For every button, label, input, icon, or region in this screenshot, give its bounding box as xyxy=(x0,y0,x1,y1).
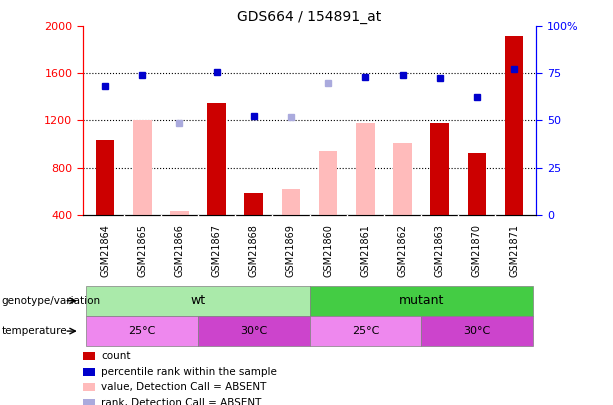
Bar xyxy=(430,123,449,215)
Text: mutant: mutant xyxy=(398,294,444,307)
Text: GSM21860: GSM21860 xyxy=(323,224,333,277)
Bar xyxy=(319,151,337,215)
Text: GSM21861: GSM21861 xyxy=(360,224,370,277)
Bar xyxy=(310,316,421,346)
Bar xyxy=(245,194,263,215)
Text: 30°C: 30°C xyxy=(240,326,267,336)
Bar xyxy=(282,189,300,215)
Bar xyxy=(96,141,115,215)
Text: wt: wt xyxy=(191,294,205,307)
Text: GSM21868: GSM21868 xyxy=(249,224,259,277)
Bar xyxy=(198,316,310,346)
Text: GSM21867: GSM21867 xyxy=(211,224,222,277)
Text: 30°C: 30°C xyxy=(463,326,490,336)
Text: value, Detection Call = ABSENT: value, Detection Call = ABSENT xyxy=(101,382,267,392)
Bar xyxy=(356,123,375,215)
Bar xyxy=(504,36,524,215)
Text: GSM21871: GSM21871 xyxy=(509,224,519,277)
Text: GSM21864: GSM21864 xyxy=(100,224,110,277)
Bar xyxy=(133,120,151,215)
Bar xyxy=(86,316,198,346)
Text: percentile rank within the sample: percentile rank within the sample xyxy=(101,367,277,377)
Text: 25°C: 25°C xyxy=(129,326,156,336)
Bar xyxy=(310,286,533,316)
Text: GSM21862: GSM21862 xyxy=(397,224,408,277)
Text: GSM21870: GSM21870 xyxy=(472,224,482,277)
Bar xyxy=(421,316,533,346)
Text: genotype/variation: genotype/variation xyxy=(2,296,101,306)
Text: GSM21866: GSM21866 xyxy=(175,224,185,277)
Bar xyxy=(86,286,310,316)
Text: GSM21865: GSM21865 xyxy=(137,224,147,277)
Bar xyxy=(207,103,226,215)
Bar xyxy=(468,153,486,215)
Text: 25°C: 25°C xyxy=(352,326,379,336)
Bar xyxy=(393,143,412,215)
Text: count: count xyxy=(101,352,131,361)
Title: GDS664 / 154891_at: GDS664 / 154891_at xyxy=(237,10,382,24)
Text: temperature: temperature xyxy=(2,326,67,336)
Text: GSM21869: GSM21869 xyxy=(286,224,296,277)
Text: rank, Detection Call = ABSENT: rank, Detection Call = ABSENT xyxy=(101,398,262,405)
Text: GSM21863: GSM21863 xyxy=(435,224,444,277)
Bar xyxy=(170,211,189,215)
